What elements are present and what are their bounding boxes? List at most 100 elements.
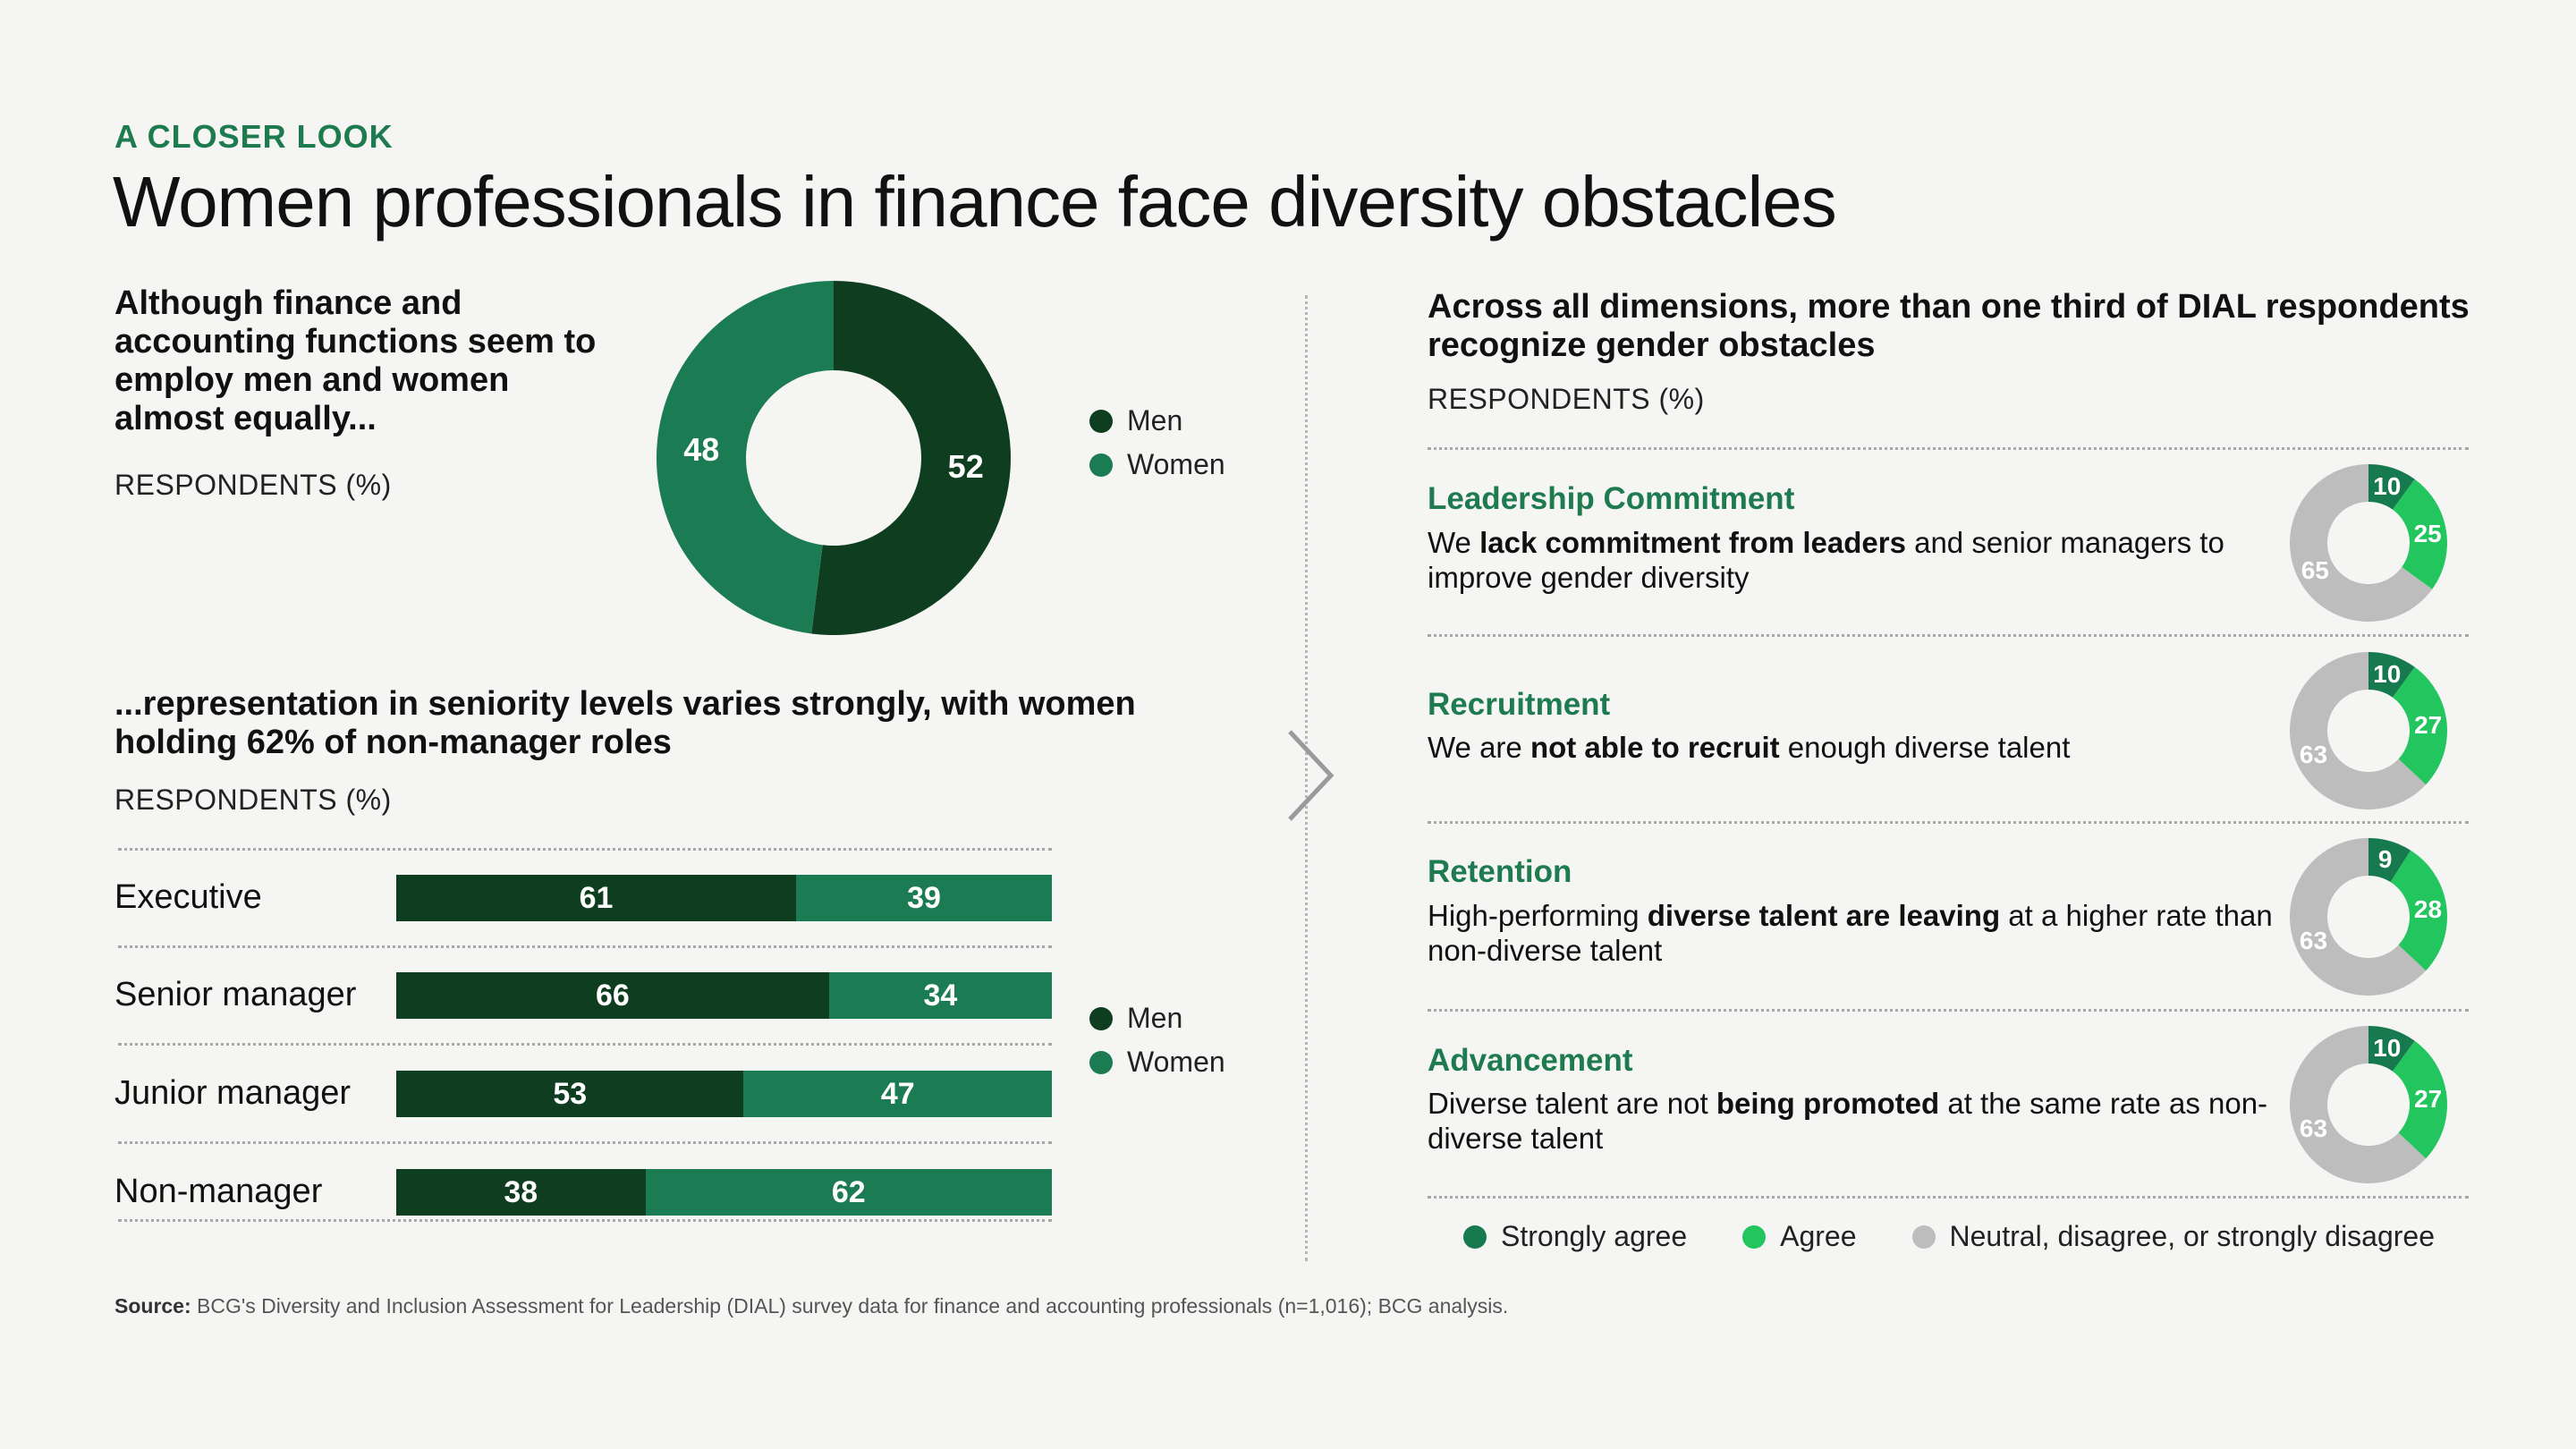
legend-label-men: Men (1127, 1002, 1183, 1034)
seniority-subtitle: RESPONDENTS (%) (114, 784, 392, 816)
bar-row-executive: 61 39 (396, 875, 1052, 921)
row-divider (118, 1043, 1052, 1046)
seniority-legend: Men Women (1089, 1002, 1225, 1089)
gender-split-subtitle: RESPONDENTS (%) (114, 469, 392, 501)
obstacle-statement-recruitment: We are not able to recruit enough divers… (1428, 730, 2286, 765)
source-text: BCG's Diversity and Inclusion Assessment… (197, 1294, 1509, 1318)
obstacles-heading: Across all dimensions, more than one thi… (1428, 288, 2470, 364)
strongly-agree-value-label: 10 (2373, 660, 2401, 688)
statement-text: We are (1428, 731, 1530, 764)
row-divider (118, 1219, 1052, 1222)
source-label: Source: (114, 1294, 191, 1318)
neutral-value-label: 63 (2300, 1114, 2327, 1142)
neutral-slice (2290, 1026, 2427, 1183)
row-divider (1428, 634, 2469, 637)
bar-men-senior-manager: 66 (396, 972, 829, 1019)
statement-text: at a higher rate than non-diverse talent (1428, 899, 2273, 967)
kicker: A CLOSER LOOK (114, 118, 394, 155)
neutral-value-label: 63 (2300, 927, 2327, 954)
legend-label-women: Women (1127, 1046, 1225, 1078)
legend-item-agree: Agree (1742, 1220, 1857, 1253)
bar-row-junior-manager: 53 47 (396, 1071, 1052, 1117)
bar-women-junior-manager: 47 (743, 1071, 1052, 1117)
obstacle-donut-advancement: 10 27 63 (2290, 1026, 2447, 1183)
statement-emphasis: being promoted (1716, 1087, 1940, 1120)
legend-item-women: Women (1089, 448, 1225, 481)
men-value-label: 52 (948, 448, 984, 485)
statement-text: at the same rate as non-diverse talent (1428, 1087, 2268, 1155)
row-divider (1428, 821, 2469, 824)
legend-item-men: Men (1089, 404, 1225, 437)
bar-women-non-manager: 62 (645, 1169, 1052, 1216)
row-divider (118, 1141, 1052, 1144)
women-slice (656, 281, 834, 634)
page-title: Women professionals in finance face dive… (113, 162, 1837, 242)
obstacle-donut-retention: 9 28 63 (2290, 838, 2447, 996)
legend-label-women: Women (1127, 448, 1225, 480)
obstacles-subtitle: RESPONDENTS (%) (1428, 383, 1705, 415)
agree-value-label: 25 (2414, 520, 2442, 547)
row-divider (118, 848, 1052, 851)
legend-label-agree: Agree (1780, 1220, 1857, 1252)
obstacle-donut-leadership-commitment: 10 25 65 (2290, 464, 2447, 622)
row-divider (1428, 447, 2469, 450)
bar-men-executive: 61 (396, 875, 797, 921)
agree-value-label: 27 (2414, 1085, 2442, 1113)
neutral-slice (2290, 838, 2427, 996)
row-divider (1428, 1196, 2469, 1199)
gender-donut-legend: Men Women (1089, 404, 1225, 492)
obstacle-statement-retention: High-performing diverse talent are leavi… (1428, 898, 2286, 968)
statement-emphasis: lack commitment from leaders (1479, 526, 1906, 559)
agree-value-label: 28 (2414, 895, 2442, 923)
strongly-agree-slice (2368, 1026, 2415, 1072)
neutral-value-label: 63 (2300, 741, 2327, 768)
statement-emphasis: not able to recruit (1530, 731, 1780, 764)
bar-category-executive: Executive (114, 878, 262, 916)
men-swatch (1089, 409, 1113, 433)
obstacle-title-recruitment: Recruitment (1428, 687, 1611, 722)
bar-women-senior-manager: 34 (828, 972, 1052, 1019)
bar-category-non-manager: Non-manager (114, 1173, 323, 1210)
obstacle-title-leadership-commitment: Leadership Commitment (1428, 481, 1795, 516)
chevron-right-icon (1288, 730, 1335, 821)
women-swatch (1089, 453, 1113, 477)
obstacle-donut-recruitment: 10 27 63 (2290, 652, 2447, 809)
men-slice (811, 281, 1011, 635)
bar-row-non-manager: 38 62 (396, 1169, 1052, 1216)
statement-text: We (1428, 526, 1480, 559)
agree-value-label: 27 (2414, 711, 2442, 739)
agree-slice (2393, 1040, 2447, 1159)
source-note: Source: BCG's Diversity and Inclusion As… (114, 1294, 1508, 1318)
bar-women-executive: 39 (796, 875, 1052, 921)
gender-split-donut: 52 48 (656, 281, 1011, 635)
strongly-agree-value-label: 10 (2373, 472, 2401, 500)
legend-label-neutral: Neutral, disagree, or strongly disagree (1949, 1220, 2436, 1252)
neutral-swatch (1911, 1224, 1936, 1249)
bar-category-senior-manager: Senior manager (114, 976, 357, 1013)
legend-item-women: Women (1089, 1046, 1225, 1079)
obstacle-statement-advancement: Diverse talent are not being promoted at… (1428, 1086, 2286, 1156)
agree-slice (2393, 479, 2447, 589)
legend-label-strongly-agree: Strongly agree (1501, 1220, 1688, 1252)
legend-label-men: Men (1127, 404, 1183, 436)
row-divider (1428, 1009, 2469, 1012)
bar-men-junior-manager: 53 (396, 1071, 744, 1117)
men-swatch (1089, 1006, 1113, 1030)
gender-split-heading: Although finance and accounting function… (114, 284, 597, 437)
statement-text: High-performing (1428, 899, 1648, 932)
bar-category-junior-manager: Junior manager (114, 1074, 352, 1112)
neutral-slice (2290, 464, 2433, 622)
strongly-agree-slice (2368, 652, 2415, 698)
obstacle-statement-leadership-commitment: We lack commitment from leaders and seni… (1428, 525, 2286, 595)
row-divider (118, 945, 1052, 948)
seniority-heading: ...representation in seniority levels va… (114, 685, 1136, 761)
agree-swatch (1742, 1224, 1767, 1249)
strongly-agree-slice (2368, 838, 2411, 883)
agree-slice (2393, 666, 2447, 785)
bar-row-senior-manager: 66 34 (396, 972, 1052, 1019)
legend-item-neutral: Neutral, disagree, or strongly disagree (1911, 1220, 2436, 1253)
vertical-divider (1305, 295, 1308, 1261)
neutral-value-label: 65 (2301, 556, 2329, 584)
legend-item-strongly-agree: Strongly agree (1463, 1220, 1687, 1253)
women-swatch (1089, 1050, 1113, 1074)
